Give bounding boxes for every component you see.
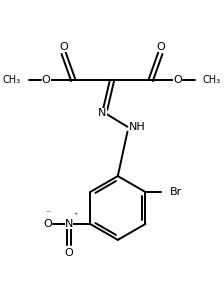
Text: O: O [173,75,182,85]
Text: O: O [59,43,68,52]
Text: O: O [43,219,52,229]
Text: N: N [65,219,73,229]
Text: NH: NH [129,122,146,132]
Text: O: O [42,75,51,85]
Text: CH₃: CH₃ [3,75,21,85]
Text: Br: Br [170,187,182,197]
Text: N: N [98,108,107,118]
Text: CH₃: CH₃ [203,75,221,85]
Text: O: O [65,248,73,258]
Text: ⁻: ⁻ [45,210,50,219]
Text: ⁺: ⁺ [74,211,78,220]
Text: O: O [156,43,165,52]
